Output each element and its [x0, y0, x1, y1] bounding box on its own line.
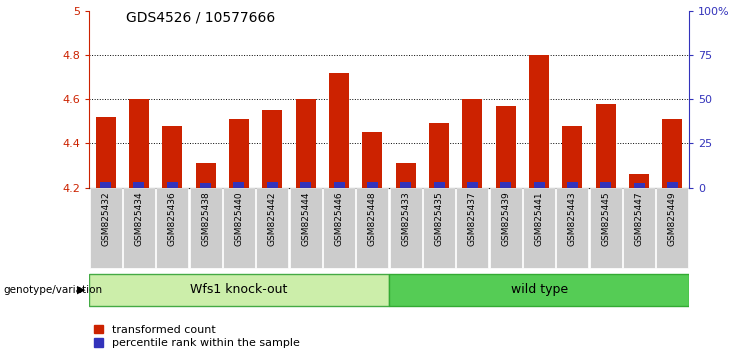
Bar — [500, 182, 511, 188]
FancyBboxPatch shape — [90, 188, 122, 268]
FancyBboxPatch shape — [456, 188, 488, 268]
Bar — [96, 117, 116, 188]
FancyBboxPatch shape — [623, 188, 655, 268]
Bar — [634, 183, 645, 188]
Bar — [300, 182, 311, 188]
Bar — [229, 119, 249, 188]
Bar — [667, 182, 678, 188]
Bar — [662, 119, 682, 188]
Bar — [162, 126, 182, 188]
Bar — [367, 182, 378, 188]
Text: GSM825444: GSM825444 — [301, 192, 310, 246]
Text: genotype/variation: genotype/variation — [4, 285, 103, 295]
FancyBboxPatch shape — [423, 188, 455, 268]
FancyBboxPatch shape — [323, 188, 355, 268]
Bar — [296, 99, 316, 188]
Legend: transformed count, percentile rank within the sample: transformed count, percentile rank withi… — [94, 325, 300, 348]
Text: ▶: ▶ — [77, 285, 85, 295]
Bar — [567, 182, 578, 188]
Text: GSM825435: GSM825435 — [434, 192, 444, 246]
Bar — [362, 132, 382, 188]
Text: GSM825434: GSM825434 — [134, 192, 144, 246]
Text: GSM825432: GSM825432 — [101, 192, 110, 246]
FancyBboxPatch shape — [657, 188, 688, 268]
Bar — [596, 104, 616, 188]
Text: GSM825436: GSM825436 — [167, 192, 177, 246]
Bar — [129, 99, 149, 188]
Bar — [629, 175, 649, 188]
FancyBboxPatch shape — [356, 188, 388, 268]
FancyBboxPatch shape — [190, 188, 222, 268]
Text: GSM825443: GSM825443 — [568, 192, 577, 246]
Bar — [429, 124, 449, 188]
FancyBboxPatch shape — [389, 274, 689, 306]
Text: GSM825438: GSM825438 — [201, 192, 210, 246]
Bar — [196, 163, 216, 188]
Text: GSM825433: GSM825433 — [401, 192, 411, 246]
FancyBboxPatch shape — [89, 274, 389, 306]
Text: GSM825447: GSM825447 — [634, 192, 644, 246]
Bar — [462, 99, 482, 188]
FancyBboxPatch shape — [156, 188, 188, 268]
FancyBboxPatch shape — [256, 188, 288, 268]
FancyBboxPatch shape — [123, 188, 155, 268]
FancyBboxPatch shape — [290, 188, 322, 268]
Bar — [600, 182, 611, 188]
Text: Wfs1 knock-out: Wfs1 knock-out — [190, 283, 288, 296]
Bar — [267, 182, 278, 188]
Text: GSM825441: GSM825441 — [534, 192, 544, 246]
Text: wild type: wild type — [511, 283, 568, 296]
FancyBboxPatch shape — [390, 188, 422, 268]
Bar — [467, 182, 478, 188]
Bar — [396, 163, 416, 188]
Bar — [200, 183, 211, 188]
Bar — [433, 182, 445, 188]
Bar — [496, 106, 516, 188]
Bar — [262, 110, 282, 188]
Bar — [133, 182, 144, 188]
Bar — [562, 126, 582, 188]
FancyBboxPatch shape — [223, 188, 255, 268]
Bar — [233, 182, 245, 188]
Bar — [333, 182, 345, 188]
FancyBboxPatch shape — [556, 188, 588, 268]
Bar — [534, 182, 545, 188]
Text: GSM825437: GSM825437 — [468, 192, 477, 246]
Text: GSM825446: GSM825446 — [334, 192, 344, 246]
Bar — [100, 182, 111, 188]
Text: GSM825440: GSM825440 — [234, 192, 244, 246]
Text: GDS4526 / 10577666: GDS4526 / 10577666 — [126, 11, 275, 25]
Text: GSM825448: GSM825448 — [368, 192, 377, 246]
Bar — [529, 55, 549, 188]
FancyBboxPatch shape — [523, 188, 555, 268]
Text: GSM825449: GSM825449 — [668, 192, 677, 246]
Text: GSM825442: GSM825442 — [268, 192, 277, 246]
FancyBboxPatch shape — [590, 188, 622, 268]
FancyBboxPatch shape — [490, 188, 522, 268]
Text: GSM825439: GSM825439 — [501, 192, 511, 246]
Text: GSM825445: GSM825445 — [601, 192, 611, 246]
Bar — [329, 73, 349, 188]
Bar — [400, 182, 411, 188]
Bar — [167, 182, 178, 188]
